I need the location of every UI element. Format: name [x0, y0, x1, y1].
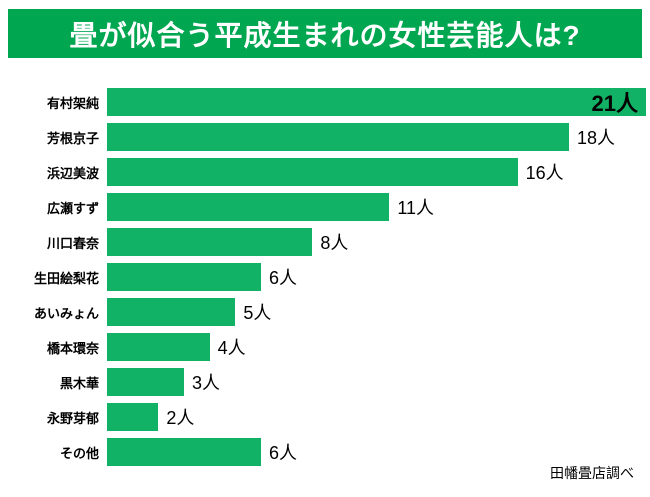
bar-row: 黒木華 3人 — [2, 368, 646, 396]
category-label: その他 — [59, 445, 99, 461]
bar-area: 2人 — [107, 403, 646, 431]
bar — [107, 368, 184, 396]
category-label: 黒木華 — [59, 375, 99, 391]
category-label: 浜辺美波 — [46, 165, 99, 181]
value-label: 16人 — [525, 163, 564, 183]
bar-area: 18人 — [107, 123, 646, 151]
category-label: 川口春奈 — [46, 235, 99, 251]
bar-row: その他 6人 — [2, 438, 646, 466]
bar: 21人 — [107, 88, 646, 116]
bar-area: 3人 — [107, 368, 646, 396]
value-label: 18人 — [577, 128, 616, 148]
value-label: 3人 — [192, 373, 221, 393]
category-label: 永野芽郁 — [46, 410, 99, 426]
bar — [107, 158, 518, 186]
bar-row: 橋本環奈 4人 — [2, 333, 646, 361]
value-label: 4人 — [217, 338, 246, 358]
bar — [107, 193, 390, 221]
bar-row: 芳根京子 18人 — [2, 123, 646, 151]
bar — [107, 333, 210, 361]
bar — [107, 123, 569, 151]
bar-area: 6人 — [107, 263, 646, 291]
value-label: 21人 — [591, 91, 638, 116]
category-label: あいみょん — [33, 305, 99, 321]
chart-title-banner: 畳が似合う平成生まれの女性芸能人は? — [8, 9, 642, 58]
bar-area: 11人 — [107, 193, 646, 221]
bar-row: 永野芽郁 2人 — [2, 403, 646, 431]
value-label: 2人 — [166, 408, 195, 428]
bar-row: 浜辺美波 16人 — [2, 158, 646, 186]
value-label: 11人 — [397, 198, 435, 218]
bar-area: 16人 — [107, 158, 646, 186]
category-label: 生田絵梨花 — [33, 270, 99, 286]
bar — [107, 438, 261, 466]
bar-row: 川口春奈 8人 — [2, 228, 646, 256]
bar-area: 6人 — [107, 438, 646, 466]
bar — [107, 263, 261, 291]
category-label: 芳根京子 — [46, 130, 99, 146]
bar — [107, 403, 159, 431]
value-label: 6人 — [269, 268, 298, 288]
bar — [107, 298, 236, 326]
source-note: 田幡畳店調べ — [550, 465, 634, 481]
category-label: 広瀬すず — [46, 200, 99, 216]
bar-chart: 有村架純 21人芳根京子 18人浜辺美波 16人広瀬すず 11人川口春奈 8人生田絵梨花 6… — [2, 88, 646, 466]
bar-area: 8人 — [107, 228, 646, 256]
bar-row: 有村架純 21人 — [2, 88, 646, 116]
chart-rows: 有村架純 21人芳根京子 18人浜辺美波 16人広瀬すず 11人川口春奈 8人生田絵梨花 6… — [2, 88, 646, 466]
value-label: 6人 — [269, 443, 298, 463]
bar — [107, 228, 313, 256]
value-label: 8人 — [320, 233, 349, 253]
bar-area: 21人 — [107, 88, 646, 116]
bar-row: あいみょん 5人 — [2, 298, 646, 326]
value-label: 5人 — [243, 303, 272, 323]
page-title: 畳が似合う平成生まれの女性芸能人は? — [69, 19, 581, 51]
bar-area: 4人 — [107, 333, 646, 361]
bar-row: 広瀬すず 11人 — [2, 193, 646, 221]
bar-row: 生田絵梨花 6人 — [2, 263, 646, 291]
bar-area: 5人 — [107, 298, 646, 326]
category-label: 橋本環奈 — [46, 340, 99, 356]
category-label: 有村架純 — [46, 95, 99, 111]
